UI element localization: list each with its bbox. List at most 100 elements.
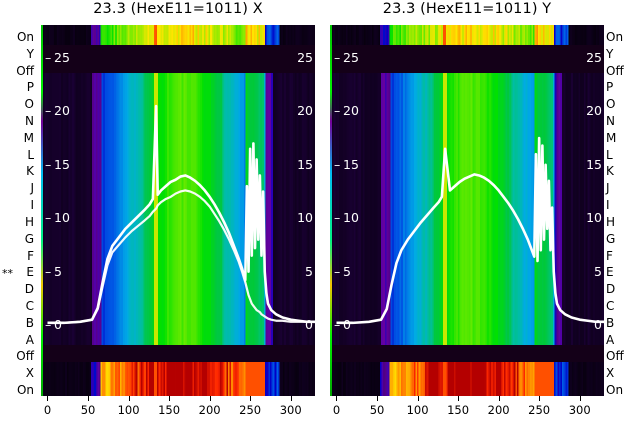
xtick-mark-100 [128, 396, 130, 401]
channel-label-p-3: P [606, 80, 614, 95]
channel-label-y-1: Y [606, 46, 614, 61]
panel-y-profile-curve [330, 25, 604, 396]
panel-x-xaxis: 0 50 100 150 200 250 300 [41, 396, 315, 440]
channel-axis-right: On Y Off P O N M L K J I H G F E D C B A Off X On [602, 25, 640, 396]
panel-x-title: 23.3 (HexE11=1011) X [93, 1, 263, 17]
channel-label-off-19: Off [16, 349, 34, 364]
inner-ytick-right-20: 20 [297, 103, 313, 119]
channel-label-i-10: I [30, 198, 34, 213]
channel-label-o-4: O [24, 97, 34, 112]
heatmap-panel-x[interactable]: –25 25 –20 20 –15 15 –10 10 –5 5 –0 0 [41, 25, 315, 396]
channel-label-x-20: X [25, 366, 34, 381]
panel-y-title: 23.3 (HexE11=1011) Y [382, 1, 552, 17]
channel-label-i-10: I [606, 198, 610, 213]
xtick-label-250: 250 [528, 403, 551, 417]
channel-label-m-6: M [606, 130, 617, 145]
channel-label-on-0: On [16, 30, 34, 44]
xtick-mark-0 [47, 396, 49, 401]
channel-label-off-19: Off [606, 349, 624, 364]
inner-ytick-right-15: 15 [586, 156, 602, 172]
xtick-label-200: 200 [198, 403, 221, 417]
inner-ytick-20: –20 [45, 103, 70, 119]
inner-ytick-5: –5 [334, 263, 351, 279]
xtick-mark-50 [88, 396, 90, 401]
inner-ytick-right-0: 0 [305, 317, 313, 332]
xtick-label-50: 50 [369, 403, 385, 417]
channel-label-on-0: On [606, 30, 624, 44]
xtick-label-0: 0 [43, 403, 52, 417]
channel-label-a-18: A [606, 332, 615, 347]
panel-y-left-edge-line [330, 25, 332, 396]
panel-y-xaxis: 0 50 100 150 200 250 300 [330, 396, 604, 440]
xtick-label-50: 50 [80, 403, 96, 417]
channel-marker-asterisk: ** [2, 267, 13, 281]
inner-ytick-right-10: 10 [586, 210, 602, 226]
panel-y-main-heatmap [330, 73, 604, 345]
panel-x-profile-curve [41, 25, 315, 396]
panel-x-bottom-spectral-strip [41, 362, 315, 396]
channel-label-g-12: G [24, 231, 34, 246]
inner-ytick-right-5: 5 [305, 263, 313, 279]
inner-ytick-right-25: 25 [586, 50, 602, 65]
xtick-mark-250 [539, 396, 541, 401]
channel-label-e-14: E [606, 265, 614, 280]
inner-ytick-5: –5 [45, 263, 62, 279]
channel-label-b-17: B [606, 315, 615, 330]
inner-ytick-10: –10 [45, 210, 70, 226]
channel-label-m-6: M [23, 130, 34, 145]
channel-label-g-12: G [606, 231, 616, 246]
channel-label-c-16: C [606, 298, 615, 313]
channel-label-h-11: H [606, 214, 616, 229]
channel-label-y-1: Y [26, 46, 34, 61]
inner-ytick-right-0: 0 [594, 317, 602, 332]
xtick-mark-300 [579, 396, 581, 401]
panel-x-lower-gap [41, 345, 315, 362]
channel-label-a-18: A [25, 332, 34, 347]
inner-ytick-right-10: 10 [297, 210, 313, 226]
channel-label-off-2: Off [606, 63, 624, 78]
inner-ytick-right-25: 25 [297, 50, 313, 65]
xtick-mark-300 [290, 396, 292, 401]
heatmap-panel-y[interactable]: –25 25 –20 20 –15 15 –10 10 –5 5 –0 0 [330, 25, 604, 396]
xtick-mark-200 [209, 396, 211, 401]
inner-ytick-20: –20 [334, 103, 359, 119]
inner-ytick-25: –25 [45, 50, 70, 65]
panel-y-bottom-spectral-strip [330, 362, 604, 396]
inner-ytick-right-15: 15 [297, 156, 313, 172]
channel-label-d-15: D [24, 282, 34, 297]
inner-ytick-right-5: 5 [594, 263, 602, 279]
inner-ytick-25: –25 [334, 50, 359, 65]
inner-ytick-15: –15 [334, 156, 359, 172]
xtick-label-100: 100 [117, 403, 140, 417]
channel-label-c-16: C [25, 298, 34, 313]
channel-label-j-9: J [30, 181, 34, 196]
channel-label-o-4: O [606, 97, 616, 112]
xtick-mark-200 [498, 396, 500, 401]
channel-label-on-21: On [606, 383, 624, 397]
xtick-label-250: 250 [239, 403, 262, 417]
xtick-mark-100 [417, 396, 419, 401]
inner-ytick-15: –15 [45, 156, 70, 172]
channel-label-k-8: K [606, 164, 614, 179]
inner-ytick-0: –0 [334, 317, 351, 332]
channel-label-b-17: B [25, 315, 34, 330]
channel-label-l-7: L [606, 147, 613, 162]
channel-label-n-5: N [606, 114, 615, 129]
xtick-mark-150 [169, 396, 171, 401]
xtick-label-150: 150 [447, 403, 470, 417]
inner-ytick-10: –10 [334, 210, 359, 226]
xtick-label-200: 200 [487, 403, 510, 417]
xtick-mark-0 [336, 396, 338, 401]
xtick-mark-250 [250, 396, 252, 401]
xtick-label-300: 300 [568, 403, 591, 417]
channel-label-d-15: D [606, 282, 616, 297]
channel-label-off-2: Off [16, 63, 34, 78]
xtick-mark-150 [458, 396, 460, 401]
xtick-label-0: 0 [332, 403, 341, 417]
channel-label-f-13: F [606, 248, 613, 263]
channel-label-f-13: F [27, 248, 34, 263]
channel-label-e-14: E [26, 265, 34, 280]
channel-label-j-9: J [606, 181, 610, 196]
panel-y-top-spectral-strip [330, 25, 604, 45]
